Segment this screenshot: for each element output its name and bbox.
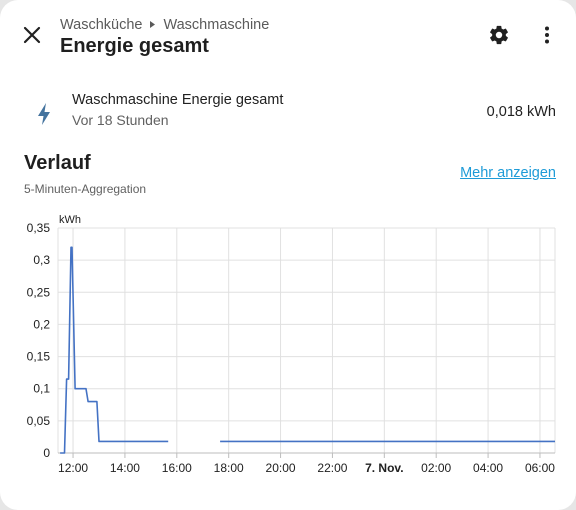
show-more-link[interactable]: Mehr anzeigen [460, 165, 556, 181]
x-tick-label: 18:00 [214, 461, 244, 475]
page-title: Energie gesamt [60, 35, 209, 57]
y-tick-label: 0,15 [27, 350, 51, 364]
x-tick-label: 20:00 [266, 461, 296, 475]
y-tick-label: 0,3 [33, 253, 50, 267]
entity-value: 0,018 kWh [486, 104, 556, 120]
y-tick-label: 0,25 [27, 285, 51, 299]
last-changed: Vor 18 Stunden [72, 112, 169, 128]
x-tick-label: 02:00 [421, 461, 451, 475]
y-tick-label: 0,35 [27, 221, 51, 235]
y-tick-label: 0 [43, 446, 50, 460]
x-tick-label: 16:00 [162, 461, 192, 475]
aggregation-label: 5-Minuten-Aggregation [24, 182, 147, 196]
settings-button[interactable] [483, 19, 515, 51]
breadcrumb-device[interactable]: Waschmaschine [163, 17, 270, 33]
flash-icon [38, 103, 50, 125]
breadcrumb: Waschküche Waschmaschine [60, 17, 269, 33]
close-button[interactable] [16, 19, 48, 51]
y-tick-label: 0,1 [33, 382, 50, 396]
close-icon [23, 26, 41, 44]
dots-vertical-icon [545, 26, 549, 44]
x-tick-label: 06:00 [525, 461, 555, 475]
x-tick-label: 22:00 [317, 461, 347, 475]
breadcrumb-area[interactable]: Waschküche [60, 17, 143, 33]
y-axis-unit: kWh [59, 214, 81, 226]
energy-history-chart[interactable]: 0 0,05 0,1 0,15 0,2 0,25 0,3 0,35 kWh 12:00 14:00 1… [0, 205, 576, 485]
history-heading: Verlauf [24, 152, 91, 174]
y-tick-label: 0,05 [27, 414, 51, 428]
x-tick-label: 7. Nov. [365, 461, 403, 475]
series-line [60, 246, 169, 454]
entity-name: Waschmaschine Energie gesamt [72, 92, 284, 108]
x-tick-label: 14:00 [110, 461, 140, 475]
chevron-right-icon [149, 17, 156, 33]
entity-state-row: Waschmaschine Energie gesamt Vor 18 Stun… [0, 82, 576, 138]
more-options-button[interactable] [531, 19, 563, 51]
x-tick-label: 04:00 [473, 461, 503, 475]
x-tick-label: 12:00 [58, 461, 88, 475]
y-tick-label: 0,2 [33, 317, 50, 331]
gear-icon [490, 25, 508, 45]
